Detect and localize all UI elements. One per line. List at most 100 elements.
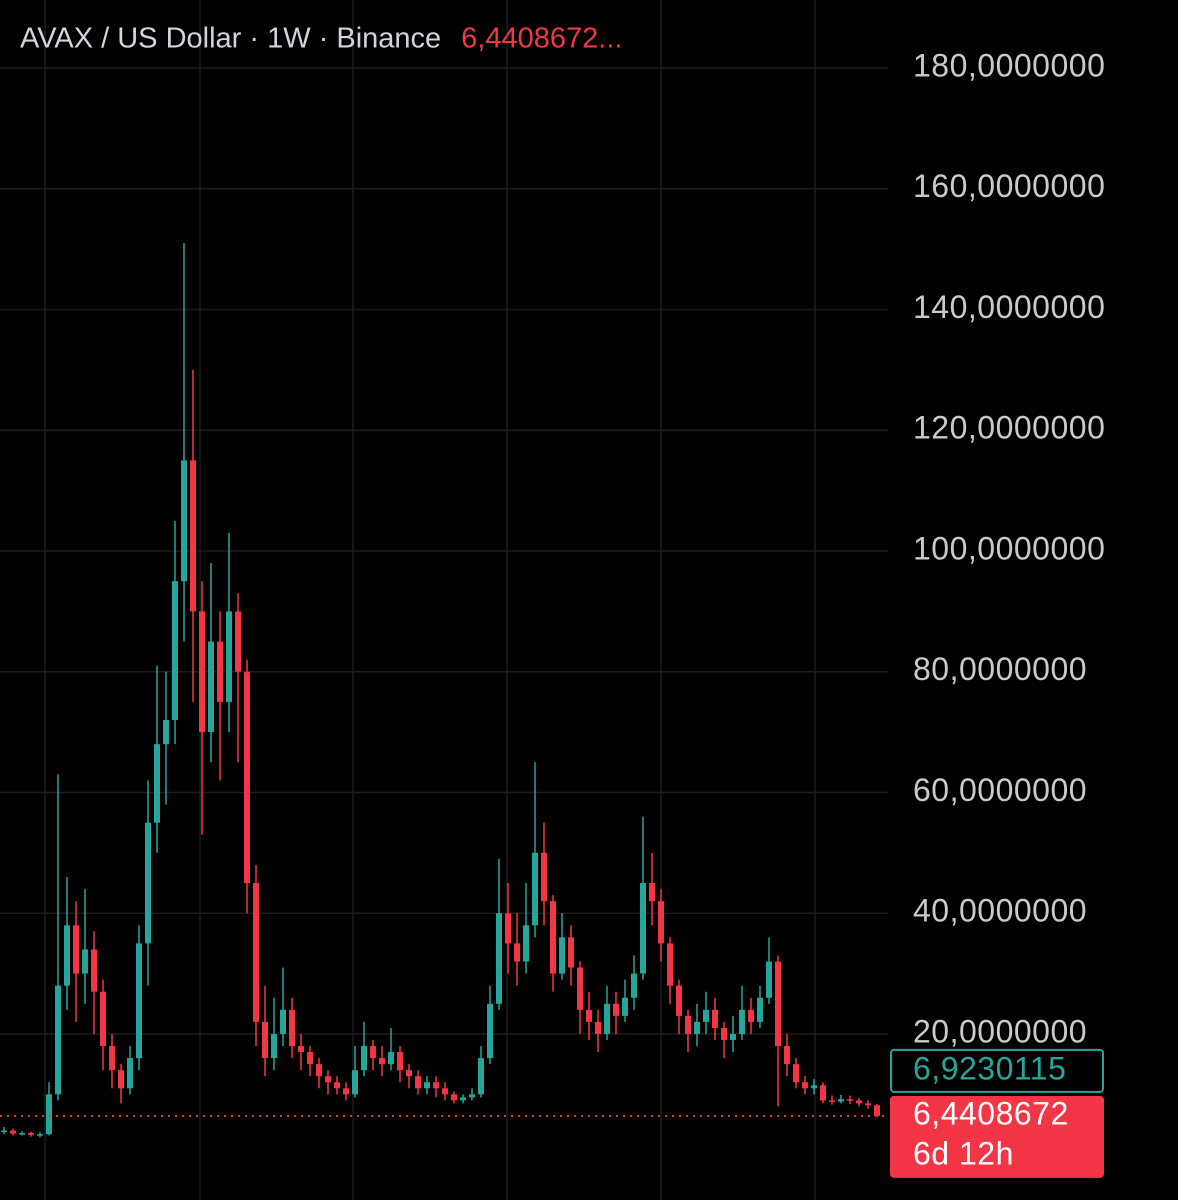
candle-body bbox=[478, 1058, 484, 1095]
candle-body bbox=[460, 1097, 466, 1101]
candle-body bbox=[631, 973, 637, 998]
candle-body bbox=[748, 1009, 754, 1022]
candle-body bbox=[532, 852, 538, 926]
candle-body bbox=[757, 997, 763, 1022]
candle-body bbox=[100, 991, 106, 1047]
header-price: 6,4408672... bbox=[461, 23, 622, 55]
candle-body bbox=[406, 1070, 412, 1077]
candle-body bbox=[739, 1009, 745, 1034]
overlay: 6,4408672 6d 12h 6,9230115 bbox=[0, 1048, 1104, 1178]
y-tick-label: 60,0000000 bbox=[913, 772, 1087, 808]
candle-body bbox=[91, 949, 97, 992]
candle-body bbox=[595, 1021, 601, 1034]
candle-body bbox=[154, 744, 160, 823]
y-tick-label: 160,0000000 bbox=[913, 168, 1105, 204]
candle-body bbox=[253, 883, 259, 1022]
candle-body bbox=[847, 1099, 853, 1101]
candle-body bbox=[271, 1033, 277, 1059]
candle-body bbox=[622, 997, 628, 1016]
candle-body bbox=[604, 1003, 610, 1034]
candle-body bbox=[262, 1021, 268, 1059]
candle-body bbox=[586, 1009, 592, 1022]
candle-body bbox=[865, 1103, 871, 1106]
y-tick-label: 40,0000000 bbox=[913, 893, 1087, 929]
candle-body bbox=[658, 901, 664, 944]
candle-body bbox=[28, 1132, 34, 1135]
candle-body bbox=[10, 1130, 16, 1134]
candle-body bbox=[505, 913, 511, 944]
y-tick-label: 100,0000000 bbox=[913, 530, 1105, 566]
candle-body bbox=[829, 1100, 835, 1102]
candle-body bbox=[793, 1064, 799, 1083]
candle-body bbox=[442, 1088, 448, 1095]
candle-body bbox=[820, 1085, 826, 1101]
candle-body bbox=[298, 1046, 304, 1053]
candle-body bbox=[541, 852, 547, 902]
y-tick-label: 180,0000000 bbox=[913, 47, 1105, 83]
candle-body bbox=[388, 1052, 394, 1065]
candle-body bbox=[415, 1076, 421, 1089]
y-tick-label: 140,0000000 bbox=[913, 289, 1105, 325]
candle-body bbox=[775, 961, 781, 1047]
candle-body bbox=[334, 1082, 340, 1089]
candle-body bbox=[235, 611, 241, 672]
candle-body bbox=[568, 937, 574, 968]
candle-body bbox=[19, 1132, 25, 1135]
candle-body bbox=[352, 1070, 358, 1095]
candle-body bbox=[397, 1052, 403, 1071]
candle-body bbox=[109, 1046, 115, 1071]
vertical-grid bbox=[44, 0, 816, 1200]
candle-body bbox=[577, 967, 583, 1010]
candle-body bbox=[46, 1094, 52, 1135]
candle-body bbox=[199, 611, 205, 733]
candle-body bbox=[136, 943, 142, 1059]
candle-body bbox=[676, 985, 682, 1016]
candle-body bbox=[181, 460, 187, 582]
candle-body bbox=[649, 883, 655, 902]
candle-body bbox=[55, 985, 61, 1095]
price-marker-label: 6,9230115 bbox=[913, 1050, 1066, 1086]
candle-body bbox=[523, 925, 529, 962]
candle-body bbox=[73, 925, 79, 974]
candle-body bbox=[118, 1070, 124, 1089]
candle-body bbox=[730, 1033, 736, 1041]
candle-body bbox=[307, 1052, 313, 1065]
candle-body bbox=[469, 1094, 475, 1098]
candle-body bbox=[325, 1076, 331, 1083]
candle-body bbox=[316, 1064, 322, 1077]
price-marker bbox=[890, 1048, 1104, 1093]
candle-body bbox=[37, 1134, 43, 1136]
candle-body bbox=[370, 1046, 376, 1059]
candle-body bbox=[1, 1130, 7, 1133]
candle-body bbox=[856, 1100, 862, 1104]
candle-body bbox=[802, 1082, 808, 1089]
y-tick-label: 120,0000000 bbox=[913, 410, 1105, 446]
candle-body bbox=[874, 1105, 880, 1116]
chart-title: AVAX / US Dollar · 1W · Binance bbox=[20, 23, 441, 55]
candle-body bbox=[244, 671, 250, 884]
y-tick-label: 20,0000000 bbox=[913, 1013, 1087, 1049]
candle-body bbox=[280, 1009, 286, 1034]
candle-body bbox=[163, 720, 169, 745]
candle-body bbox=[766, 961, 772, 998]
candle-body bbox=[487, 1003, 493, 1059]
candles bbox=[1, 243, 880, 1138]
candle-body bbox=[82, 949, 88, 974]
candle-body bbox=[64, 925, 70, 986]
candle-body bbox=[190, 460, 196, 612]
candle-body bbox=[811, 1085, 817, 1089]
candle-body bbox=[694, 1021, 700, 1034]
price-marker-countdown: 6d 12h bbox=[913, 1135, 1014, 1171]
candle-body bbox=[289, 1009, 295, 1047]
candle-body bbox=[424, 1082, 430, 1089]
candle-body bbox=[784, 1046, 790, 1065]
candle-body bbox=[667, 943, 673, 986]
candle-body bbox=[208, 641, 214, 733]
price-marker bbox=[890, 1095, 1104, 1178]
horizontal-grid: 20,0000000 40,0000000 60,0000000 80,0000000… bbox=[0, 47, 1105, 1049]
candle-body bbox=[721, 1027, 727, 1041]
candle-body bbox=[703, 1009, 709, 1022]
candle-body bbox=[451, 1094, 457, 1101]
